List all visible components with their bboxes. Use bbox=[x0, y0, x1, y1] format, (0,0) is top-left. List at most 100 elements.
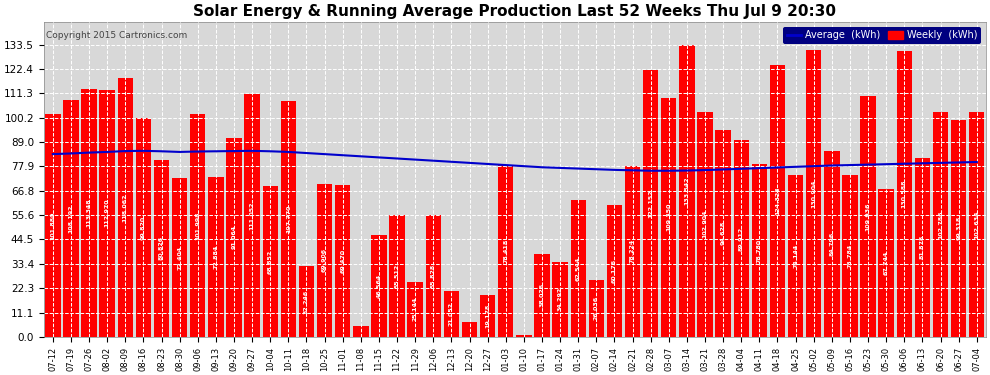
Bar bbox=[969, 112, 984, 337]
Bar bbox=[860, 96, 876, 337]
Bar bbox=[897, 51, 912, 337]
Bar bbox=[444, 291, 459, 337]
Text: 67.744: 67.744 bbox=[884, 251, 889, 275]
Text: 78.224: 78.224 bbox=[630, 239, 635, 263]
Bar bbox=[516, 334, 532, 337]
Bar bbox=[172, 178, 187, 337]
Text: 130.588: 130.588 bbox=[902, 180, 907, 208]
Text: 91.064: 91.064 bbox=[232, 225, 237, 249]
Bar bbox=[81, 89, 97, 337]
Text: 112.970: 112.970 bbox=[105, 199, 110, 228]
Text: 108.192: 108.192 bbox=[68, 204, 73, 233]
Text: 72.404: 72.404 bbox=[177, 246, 182, 270]
Text: 118.062: 118.062 bbox=[123, 194, 128, 222]
Text: 68.852: 68.852 bbox=[267, 249, 272, 274]
Text: 99.318: 99.318 bbox=[956, 216, 961, 240]
Text: 84.796: 84.796 bbox=[830, 232, 835, 256]
Bar bbox=[770, 65, 785, 337]
Bar bbox=[408, 282, 423, 337]
Text: 55.828: 55.828 bbox=[431, 264, 436, 288]
Text: 69.906: 69.906 bbox=[322, 248, 327, 272]
Bar bbox=[842, 176, 857, 337]
Text: 124.328: 124.328 bbox=[775, 186, 780, 215]
Bar bbox=[118, 78, 133, 337]
Text: 101.880: 101.880 bbox=[50, 211, 55, 240]
Bar bbox=[661, 98, 676, 337]
Text: 78.418: 78.418 bbox=[503, 239, 508, 263]
Text: 102.634: 102.634 bbox=[974, 210, 979, 239]
Bar bbox=[136, 118, 151, 337]
Bar bbox=[679, 45, 695, 337]
Bar bbox=[299, 266, 314, 337]
Bar bbox=[335, 185, 350, 337]
Text: 133.542: 133.542 bbox=[684, 176, 689, 205]
Text: 130.904: 130.904 bbox=[811, 179, 816, 208]
Text: 55.512: 55.512 bbox=[395, 264, 400, 288]
Text: 81.878: 81.878 bbox=[920, 235, 925, 260]
Text: 101.998: 101.998 bbox=[195, 211, 200, 240]
Text: 62.544: 62.544 bbox=[576, 256, 581, 280]
Text: 107.770: 107.770 bbox=[286, 205, 291, 233]
Bar bbox=[552, 262, 568, 337]
Bar bbox=[824, 151, 840, 337]
Bar bbox=[607, 205, 622, 337]
Bar bbox=[262, 186, 278, 337]
Bar bbox=[99, 90, 115, 337]
Bar bbox=[426, 214, 441, 337]
Text: 111.052: 111.052 bbox=[249, 201, 254, 229]
Bar bbox=[878, 189, 894, 337]
Text: 102.786: 102.786 bbox=[939, 210, 943, 238]
Text: 113.348: 113.348 bbox=[86, 198, 91, 227]
Text: 38.026: 38.026 bbox=[540, 283, 545, 308]
Text: 72.884: 72.884 bbox=[214, 245, 219, 269]
Bar bbox=[535, 254, 549, 337]
Text: 60.176: 60.176 bbox=[612, 259, 617, 283]
Title: Solar Energy & Running Average Production Last 52 Weeks Thu Jul 9 20:30: Solar Energy & Running Average Productio… bbox=[193, 4, 837, 19]
Text: 122.152: 122.152 bbox=[648, 189, 653, 217]
Bar bbox=[915, 158, 931, 337]
Bar bbox=[933, 112, 948, 337]
Bar bbox=[480, 295, 495, 337]
Bar bbox=[751, 165, 767, 337]
Bar bbox=[625, 166, 641, 337]
Bar bbox=[570, 200, 586, 337]
Text: 46.564: 46.564 bbox=[376, 274, 381, 298]
Text: 32.246: 32.246 bbox=[304, 290, 309, 314]
Bar bbox=[153, 160, 169, 337]
Text: 19.178: 19.178 bbox=[485, 304, 490, 328]
Bar bbox=[389, 215, 405, 337]
Bar bbox=[190, 114, 206, 337]
Bar bbox=[461, 322, 477, 337]
Bar bbox=[806, 50, 822, 337]
Text: 99.820: 99.820 bbox=[141, 216, 146, 240]
Text: 80.826: 80.826 bbox=[159, 236, 164, 261]
Text: 78.780: 78.780 bbox=[757, 238, 762, 263]
Bar bbox=[716, 130, 731, 337]
Text: 109.936: 109.936 bbox=[865, 202, 870, 231]
Bar bbox=[280, 101, 296, 337]
Bar bbox=[353, 326, 368, 337]
Bar bbox=[951, 120, 966, 337]
Bar bbox=[788, 175, 803, 337]
Bar bbox=[498, 165, 514, 337]
Bar bbox=[643, 69, 658, 337]
Bar bbox=[697, 112, 713, 337]
Bar bbox=[589, 280, 604, 337]
Text: 26.036: 26.036 bbox=[594, 296, 599, 320]
Bar bbox=[46, 114, 60, 337]
Text: 94.628: 94.628 bbox=[721, 221, 726, 246]
Bar bbox=[208, 177, 224, 337]
Text: 73.784: 73.784 bbox=[847, 244, 852, 268]
Text: 102.904: 102.904 bbox=[703, 210, 708, 238]
Legend: Average  (kWh), Weekly  (kWh): Average (kWh), Weekly (kWh) bbox=[783, 27, 981, 44]
Bar bbox=[317, 184, 333, 337]
Text: 34.292: 34.292 bbox=[557, 287, 562, 312]
Text: 89.912: 89.912 bbox=[739, 226, 743, 251]
Bar bbox=[63, 100, 78, 337]
Text: 25.144: 25.144 bbox=[413, 297, 418, 321]
Text: 69.470: 69.470 bbox=[341, 249, 346, 273]
Bar bbox=[371, 235, 387, 337]
Text: 74.144: 74.144 bbox=[793, 244, 798, 268]
Bar bbox=[734, 140, 749, 337]
Text: 109.350: 109.350 bbox=[666, 203, 671, 231]
